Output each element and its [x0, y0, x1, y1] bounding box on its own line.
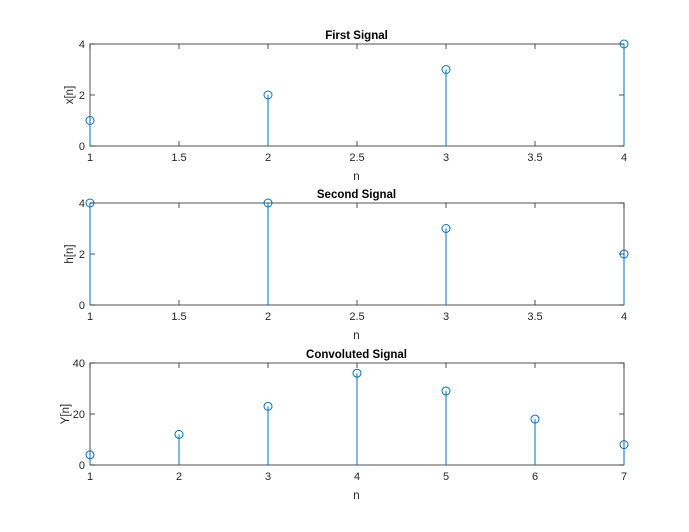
stem-marker [174, 429, 184, 439]
x-tick-label: 6 [532, 471, 538, 483]
y-tick-label: 0 [79, 141, 85, 153]
stem-marker [441, 224, 451, 233]
stem-marker [530, 414, 540, 424]
x-tick-label: 3 [443, 152, 449, 164]
x-tick-label: 1 [87, 471, 93, 483]
x-tick-label: 3.5 [527, 152, 542, 164]
stem-marker [85, 116, 95, 125]
stem-marker [352, 368, 362, 378]
y-axis-label: h[n] [64, 244, 76, 263]
y-tick-label: 2 [79, 90, 85, 102]
x-tick-label: 4 [621, 152, 627, 164]
stem-marker [441, 386, 451, 396]
x-tick-label: 3 [265, 471, 271, 483]
x-tick-label: 1 [87, 311, 93, 323]
y-axis-label: Y[n] [60, 404, 72, 424]
y-tick-label: 40 [73, 358, 85, 370]
x-tick-label: 4 [354, 471, 360, 483]
axes-box [89, 43, 625, 147]
x-tick-label: 1 [87, 152, 93, 164]
stem-marker [263, 198, 273, 208]
stem-marker [263, 90, 273, 100]
stem-marker [619, 39, 629, 49]
subplot-convoluted-signal: 1 2 3 4 5 6 7 0 20 40 Convoluted Signal n Y[n] [60, 349, 629, 502]
axes-box [89, 202, 625, 306]
x-tick-label: 4 [621, 311, 627, 323]
x-tick-label: 3.5 [527, 311, 542, 323]
y-tick-label: 0 [79, 300, 85, 312]
subplot-title: Second Signal [317, 189, 396, 201]
subplot-title: First Signal [325, 30, 388, 42]
x-tick-label: 2 [176, 471, 182, 483]
stem-marker [619, 249, 629, 259]
x-tick-label: 3 [443, 311, 449, 323]
subplot-first-signal: 1 1.5 2 2.5 3 3.5 4 0 2 4 First Signal n x[n] [64, 30, 629, 183]
y-axis-label: x[n] [64, 86, 76, 105]
x-tick-label: 2 [265, 311, 271, 323]
x-axis-label: n [353, 171, 359, 183]
y-tick-label: 0 [79, 460, 85, 472]
subplot-second-signal: 1 1.5 2 2.5 3 3.5 4 0 2 4 Second Signal n h[n] [64, 189, 629, 342]
x-tick-label: 2.5 [349, 311, 364, 323]
x-axis-label: n [353, 490, 359, 502]
y-tick-label: 4 [79, 39, 85, 51]
x-tick-label: 5 [443, 471, 449, 483]
subplot-title: Convoluted Signal [306, 349, 407, 361]
stem-marker [85, 198, 95, 208]
x-tick-label: 2.5 [349, 152, 364, 164]
stem-marker [263, 401, 273, 411]
x-tick-label: 1.5 [171, 311, 186, 323]
x-axis-label: n [353, 330, 359, 342]
x-tick-label: 2 [265, 152, 271, 164]
stem-marker [619, 440, 629, 450]
x-tick-label: 7 [621, 471, 627, 483]
stem-marker [85, 450, 95, 460]
stem-marker [441, 65, 451, 74]
y-tick-label: 2 [79, 249, 85, 261]
y-tick-label: 20 [73, 409, 85, 421]
x-tick-label: 1.5 [171, 152, 186, 164]
y-tick-label: 4 [79, 198, 85, 210]
